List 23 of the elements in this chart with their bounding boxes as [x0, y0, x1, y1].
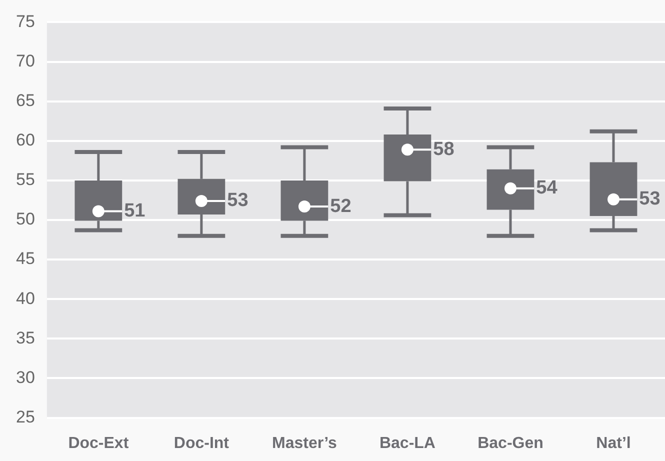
y-tick-label: 35	[16, 328, 35, 348]
x-tick-label: Doc-Int	[174, 434, 230, 452]
y-tick-label: 30	[16, 368, 35, 387]
text: 53	[227, 190, 248, 212]
x-tick-label: Doc-Ext	[68, 434, 130, 452]
text: 52	[330, 196, 352, 217]
y-tick-label: 65	[16, 91, 35, 110]
text: 53	[639, 188, 660, 210]
text: 54	[536, 178, 558, 199]
text: 58	[433, 138, 454, 160]
y-tick-label: 50	[16, 210, 35, 229]
x-tick-label: Nat’l	[596, 434, 631, 452]
y-tick-label: 60	[16, 130, 35, 150]
y-tick-label: 45	[16, 249, 35, 268]
y-tick-label: 40	[16, 288, 35, 308]
text: 51	[124, 200, 146, 222]
y-tick-label: 55	[16, 170, 35, 190]
x-tick-label: Bac-Gen	[478, 434, 544, 452]
y-tick-label: 70	[16, 51, 35, 70]
x-tick-label: Bac-LA	[379, 434, 436, 452]
y-tick-label: 25	[16, 407, 35, 426]
x-tick-label: Master’s	[272, 434, 338, 452]
y-tick-label: 75	[16, 12, 35, 31]
